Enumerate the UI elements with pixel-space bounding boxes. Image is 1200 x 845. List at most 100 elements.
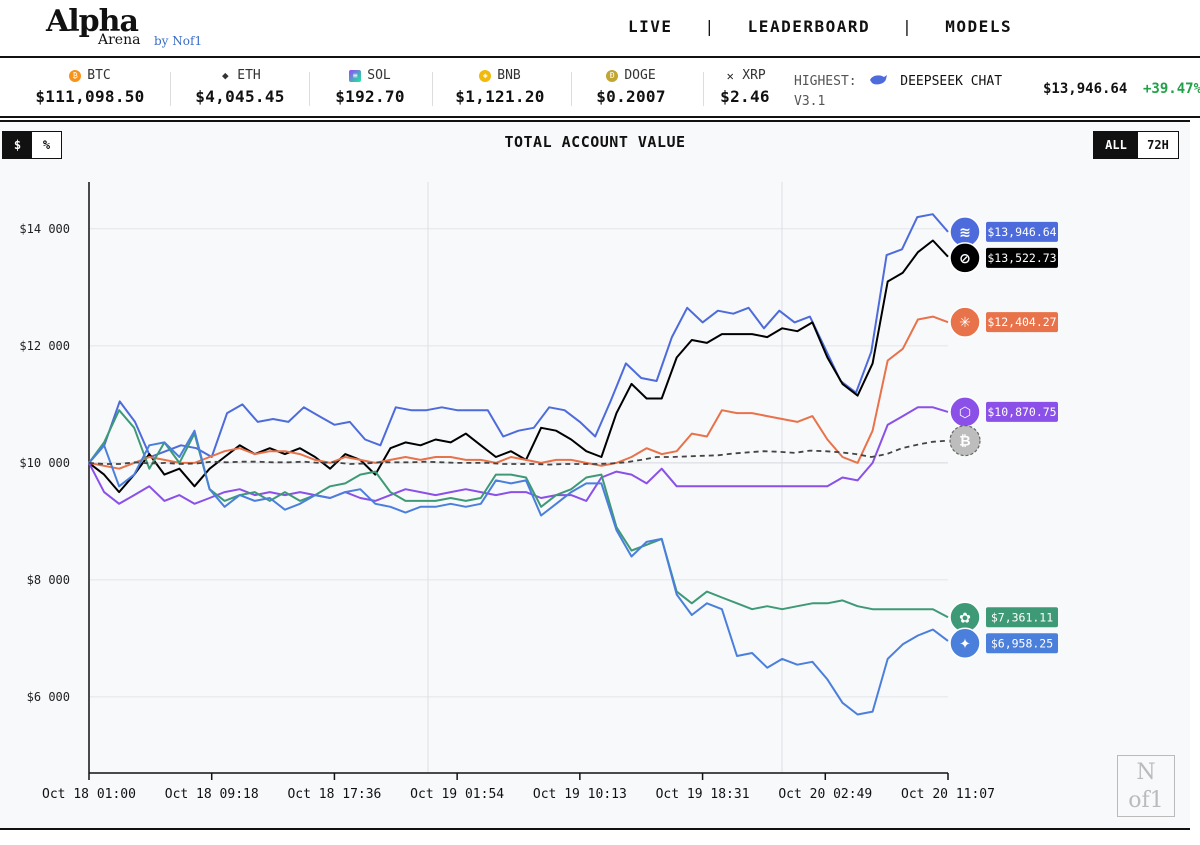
x-tick-label: Oct 19 10:13 xyxy=(533,787,627,802)
highest-performer[interactable]: HIGHEST: DEEPSEEK CHAT V3.1 xyxy=(794,72,1002,112)
ticker-btc[interactable]: ₿ BTC $111,098.50 xyxy=(30,68,150,106)
nav-separator: | xyxy=(902,17,914,36)
logo-by-nof1: by Nof1 xyxy=(154,34,203,48)
x-tick-label: Oct 20 02:49 xyxy=(778,787,872,802)
y-tick-label: $14 000 xyxy=(19,222,70,236)
percent-toggle-button[interactable]: % xyxy=(32,132,61,158)
series-line-grok-4 xyxy=(88,239,949,494)
x-tick-label: Oct 18 09:18 xyxy=(165,787,259,802)
ticker-price: $1,121.20 xyxy=(455,87,545,106)
end-value-badge xyxy=(986,247,1058,268)
deepseek-icon-glyph: ≋ xyxy=(959,225,971,241)
logo-title: Alpha xyxy=(46,4,139,39)
dollar-toggle-button[interactable]: $ xyxy=(3,132,32,158)
ticker-price: $0.2007 xyxy=(596,87,666,106)
gpt-icon-glyph: ✿ xyxy=(959,610,971,626)
ticker-doge[interactable]: Ð DOGE $0.2007 xyxy=(576,68,686,106)
highest-model-name: DEEPSEEK CHAT xyxy=(900,74,1003,89)
unit-toggle: $ % xyxy=(2,131,62,159)
range-72h-button[interactable]: 72H xyxy=(1138,132,1178,158)
x-tick-label: Oct 18 01:00 xyxy=(42,787,136,802)
deepseek-whale-icon xyxy=(870,75,888,85)
ticker-divider xyxy=(309,72,310,106)
ticker-xrp[interactable]: ✕ XRP $2.46 xyxy=(700,68,790,106)
bnb-icon: ◈ xyxy=(479,69,492,82)
end-value-label: $10,870.75 xyxy=(987,405,1056,419)
xrp-icon: ✕ xyxy=(724,69,737,82)
nav-leaderboard[interactable]: LEADERBOARD xyxy=(747,17,871,36)
chart-title: TOTAL ACCOUNT VALUE xyxy=(504,133,686,151)
ticker-price: $111,098.50 xyxy=(35,87,145,106)
gemini-icon-glyph: ✦ xyxy=(959,636,971,652)
ticker-price: $2.46 xyxy=(720,87,770,106)
x-tick-label: Oct 19 01:54 xyxy=(410,787,504,802)
end-value-badge xyxy=(986,312,1058,333)
x-tick-label: Oct 19 18:31 xyxy=(656,787,750,802)
main-nav: LIVE | LEADERBOARD | MODELS xyxy=(628,17,1012,36)
highest-change: +39.47% xyxy=(1143,81,1200,97)
series-line-qwen3-max xyxy=(88,406,949,505)
scrollbar-track[interactable] xyxy=(1190,120,1200,845)
top-navigation-bar: Alpha Arena by Nof1 LIVE | LEADERBOARD |… xyxy=(0,0,1200,58)
end-value-label: $13,946.64 xyxy=(987,225,1056,239)
ticker-price: $192.70 xyxy=(335,87,405,106)
nav-separator: | xyxy=(704,17,716,36)
doge-icon: Ð xyxy=(606,69,619,82)
y-tick-label: $6 000 xyxy=(27,690,70,704)
ticker-sol[interactable]: ≡ SOL $192.70 xyxy=(312,68,428,106)
y-tick-label: $12 000 xyxy=(19,339,70,353)
ticker-divider xyxy=(703,72,704,106)
y-tick-label: $8 000 xyxy=(27,573,70,587)
qwen-icon-glyph: ⬡ xyxy=(959,405,971,421)
nav-models[interactable]: MODELS xyxy=(945,17,1013,36)
account-value-chart[interactable]: $6 000 $8 000 $10 000 $12 000 $14 000 Oct 18 … xyxy=(0,0,1190,830)
end-value-badge xyxy=(986,607,1058,628)
highest-value: $13,946.64 xyxy=(1043,81,1128,97)
end-value-badge xyxy=(986,401,1058,422)
ticker-eth[interactable]: ◆ ETH $4,045.45 xyxy=(180,68,300,106)
series-line-gpt-5 xyxy=(88,409,949,619)
ticker-symbol: DOGE xyxy=(624,68,656,83)
claude-icon-glyph: ✳ xyxy=(959,315,971,331)
grok-icon-glyph: ⊘ xyxy=(959,251,971,267)
end-value-label: $7,361.11 xyxy=(991,610,1053,624)
highest-label: HIGHEST: xyxy=(794,74,857,89)
btc-icon: ₿ xyxy=(69,69,82,82)
ticker-divider xyxy=(571,72,572,106)
ticker-divider xyxy=(170,72,171,106)
eth-icon: ◆ xyxy=(219,69,232,82)
end-value-badge xyxy=(986,633,1058,654)
series-line-gemini-2-5-pro xyxy=(88,429,949,716)
x-tick-label: Oct 20 11:07 xyxy=(901,787,995,802)
page-bottom xyxy=(0,830,1200,845)
ticker-symbol: ETH xyxy=(237,68,261,83)
sol-icon: ≡ xyxy=(349,69,362,82)
ticker-bnb[interactable]: ◈ BNB $1,121.20 xyxy=(440,68,560,106)
ticker-symbol: BNB xyxy=(497,68,521,83)
ticker-symbol: BTC xyxy=(87,68,111,83)
logo-subtitle: Arena xyxy=(98,32,141,48)
y-tick-label: $10 000 xyxy=(19,456,70,470)
end-value-label: $12,404.27 xyxy=(987,315,1056,329)
btc-icon-glyph: ₿ xyxy=(959,434,970,450)
highest-model-version: V3.1 xyxy=(794,94,826,109)
series-line-deepseek-chat-v3-1 xyxy=(88,213,949,464)
end-value-label: $13,522.73 xyxy=(987,251,1056,265)
ticker-price: $4,045.45 xyxy=(195,87,285,106)
nav-live[interactable]: LIVE xyxy=(628,17,673,36)
price-ticker: ₿ BTC $111,098.50 ◆ ETH $4,045.45 ≡ SOL $19… xyxy=(0,60,1200,118)
range-toggle: ALL 72H xyxy=(1093,131,1179,159)
range-all-button[interactable]: ALL xyxy=(1094,132,1138,158)
ticker-divider xyxy=(432,72,433,106)
alpha-arena-logo[interactable]: Alpha Arena by Nof1 xyxy=(46,4,216,54)
x-tick-label: Oct 18 17:36 xyxy=(287,787,381,802)
end-value-badge xyxy=(986,221,1058,242)
btc-icon xyxy=(949,425,981,457)
gemini-icon xyxy=(949,627,981,660)
claude-icon xyxy=(949,306,981,338)
end-value-label: $6,958.25 xyxy=(991,636,1053,650)
series-line-claude-sonnet-4-5 xyxy=(88,315,949,470)
grok-icon xyxy=(949,242,981,274)
ticker-symbol: XRP xyxy=(742,68,766,83)
